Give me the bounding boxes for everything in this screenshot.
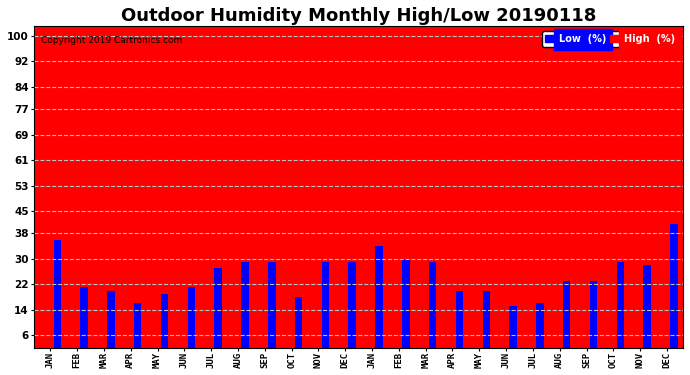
Bar <box>522 36 536 354</box>
Bar <box>54 240 61 354</box>
Bar <box>66 36 80 354</box>
Bar <box>147 36 161 354</box>
Bar <box>415 36 429 354</box>
Bar <box>308 36 322 354</box>
Bar <box>174 36 188 354</box>
Bar <box>254 36 268 354</box>
Bar <box>322 262 329 354</box>
Bar <box>93 36 107 354</box>
Bar <box>295 297 302 354</box>
Bar <box>201 36 215 354</box>
Bar <box>80 287 88 354</box>
Bar <box>590 281 598 354</box>
Bar <box>402 259 410 354</box>
Bar <box>375 246 383 354</box>
Bar <box>536 303 544 354</box>
Bar <box>442 36 455 354</box>
Bar <box>643 265 651 354</box>
Bar <box>509 306 517 354</box>
Bar <box>617 262 624 354</box>
Bar <box>241 262 248 354</box>
Bar <box>656 36 670 354</box>
Bar <box>120 36 134 354</box>
Bar <box>39 36 54 354</box>
Bar <box>549 36 563 354</box>
Bar <box>629 36 643 354</box>
Bar <box>348 262 356 354</box>
Bar <box>362 36 375 354</box>
Bar <box>469 36 482 354</box>
Bar <box>563 281 571 354</box>
Bar <box>134 303 141 354</box>
Title: Outdoor Humidity Monthly High/Low 20190118: Outdoor Humidity Monthly High/Low 201901… <box>121 7 596 25</box>
Bar <box>455 291 463 354</box>
Bar <box>107 291 115 354</box>
Bar <box>576 36 590 354</box>
Bar <box>215 268 222 354</box>
Bar <box>388 36 402 354</box>
Bar <box>335 36 348 354</box>
Bar <box>188 287 195 354</box>
Legend: Low  (%), High  (%): Low (%), High (%) <box>542 32 678 47</box>
Bar <box>268 262 275 354</box>
Bar <box>227 36 242 354</box>
Bar <box>495 36 509 354</box>
Bar <box>482 291 490 354</box>
Bar <box>429 262 436 354</box>
Bar <box>161 294 168 354</box>
Bar <box>602 36 617 354</box>
Bar <box>281 36 295 354</box>
Text: Copyright 2019 Cartronics.com: Copyright 2019 Cartronics.com <box>41 36 182 45</box>
Bar <box>670 224 678 354</box>
